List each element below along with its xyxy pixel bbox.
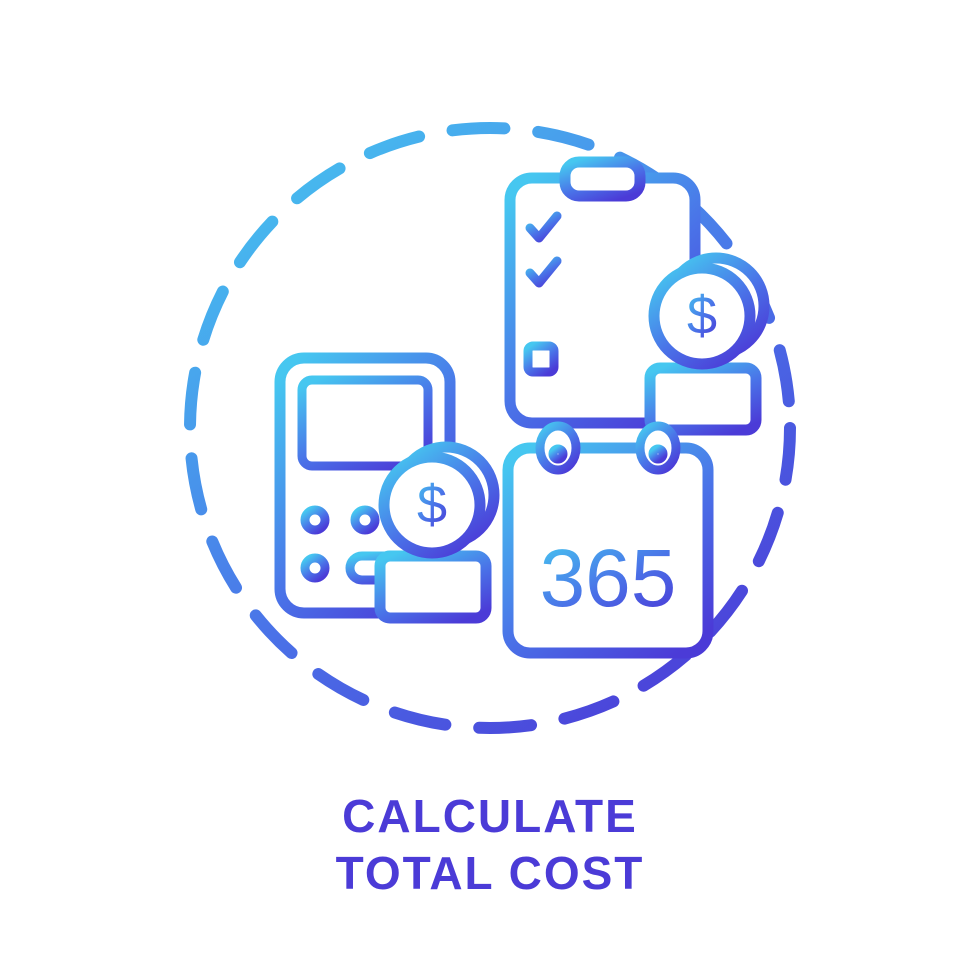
calendar-icon: 365 [508, 426, 708, 653]
infographic-container: $ $365 CALCULATE TOTAL COST [0, 0, 980, 980]
svg-text:$: $ [687, 286, 717, 346]
infographic-svg-wrap: $ $365 [140, 78, 840, 778]
svg-text:365: 365 [540, 533, 677, 624]
infographic-svg: $ $365 [140, 78, 840, 778]
caption: CALCULATE TOTAL COST [336, 788, 645, 903]
caption-line-2: TOTAL COST [336, 845, 645, 903]
svg-text:$: $ [417, 475, 447, 535]
calculator-coins-icon: $ [380, 447, 494, 618]
caption-line-1: CALCULATE [336, 788, 645, 846]
clipboard-coins-icon: $ [650, 258, 764, 430]
